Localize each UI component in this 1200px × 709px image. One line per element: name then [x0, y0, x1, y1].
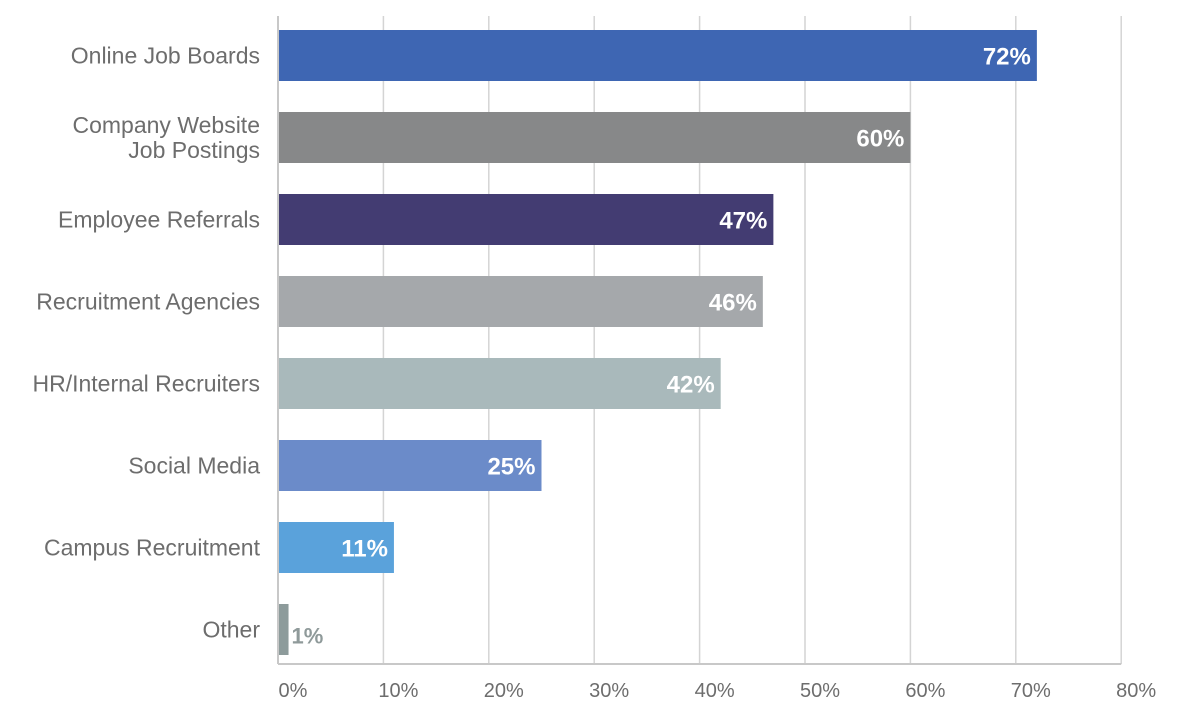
value-label: 25%: [487, 454, 535, 481]
bar: [278, 276, 763, 327]
category-label: Campus Recruitment: [44, 535, 261, 561]
category-label: Social Media: [128, 453, 260, 479]
bar: [278, 112, 911, 163]
category-label: Employee Referrals: [58, 207, 260, 233]
x-tick-label: 10%: [378, 680, 418, 702]
value-label: 42%: [667, 372, 715, 399]
bar: [278, 30, 1037, 81]
labels: 0% 10% 20% 30% 40% 50% 60% 70% 80% Online Job Boa…: [32, 43, 1156, 703]
axes: [277, 16, 1122, 665]
value-label: 11%: [341, 536, 388, 563]
category-label: Recruitment Agencies: [36, 289, 260, 315]
x-tick-label: 20%: [484, 680, 524, 702]
value-label: 60%: [856, 126, 904, 153]
x-tick-label: 40%: [695, 680, 735, 702]
x-tick-label: 50%: [800, 680, 840, 702]
bar: [278, 604, 289, 655]
x-tick-label: 80%: [1116, 680, 1156, 702]
category-label: Company Website: [73, 112, 261, 138]
bar: [278, 194, 774, 245]
category-label: Job Postings: [128, 137, 260, 163]
x-tick-label: 60%: [905, 680, 945, 702]
category-label: Other: [202, 617, 260, 643]
x-tick-label: 0%: [279, 680, 308, 702]
value-label: 72%: [983, 44, 1031, 71]
bar: [278, 522, 394, 573]
category-label: HR/Internal Recruiters: [32, 371, 260, 397]
value-label: 46%: [709, 290, 757, 317]
category-label: Online Job Boards: [71, 43, 260, 69]
value-label: 47%: [719, 208, 767, 235]
bars: [278, 30, 1037, 655]
bar: [278, 358, 721, 409]
value-label: 1%: [292, 624, 324, 649]
bar: [278, 440, 542, 491]
x-tick-label: 70%: [1011, 680, 1051, 702]
x-tick-label: 30%: [589, 680, 629, 702]
